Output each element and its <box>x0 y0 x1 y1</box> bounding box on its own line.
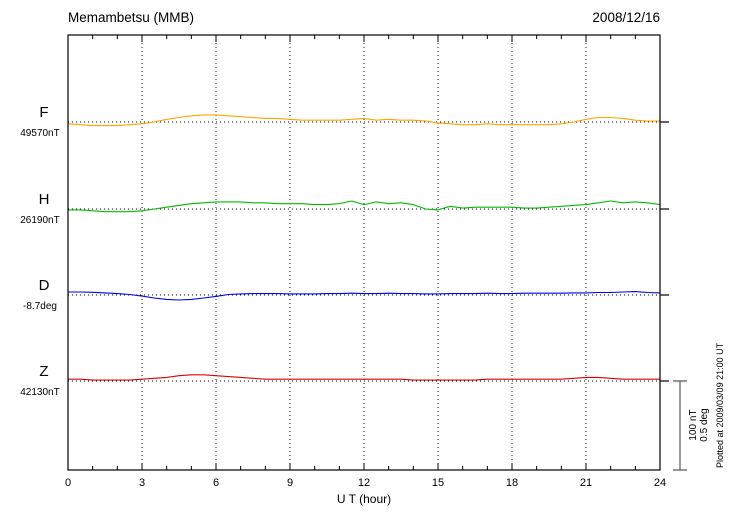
scale-bar: 100 nT 0.5 deg <box>673 380 710 471</box>
x-tick-label: 21 <box>580 477 592 489</box>
plot-frame <box>67 34 661 471</box>
series-base-value-D: -8.7deg <box>23 301 57 312</box>
x-tick-label: 15 <box>432 477 444 489</box>
scale-bar-nt-label: 100 nT <box>688 409 699 440</box>
x-tick-label: 9 <box>287 477 293 489</box>
plotted-at-note: Plotted at 2009/03/09 21:00 UT <box>715 342 725 468</box>
x-axis-title: U T (hour) <box>337 492 391 506</box>
trace-Z <box>68 374 660 381</box>
grid-layer <box>68 35 669 470</box>
trace-layer <box>67 114 661 381</box>
series-base-value-H: 26190nT <box>20 215 59 226</box>
series-base-value-Z: 42130nT <box>20 387 59 398</box>
series-letter-F: F <box>39 104 48 121</box>
trace-D <box>68 291 661 301</box>
series-letter-H: H <box>39 191 50 208</box>
trace-H <box>68 200 661 213</box>
series-letter-Z: Z <box>39 363 48 380</box>
series-base-value-F: 49570nT <box>20 128 59 139</box>
axis-layer: 0 3 6 9 12 15 18 21 24 <box>65 35 666 489</box>
series-label-layer: F 49570nT H 26190nT D -8.7deg Z 42130nT <box>20 104 59 398</box>
scale-bar-deg-label: 0.5 deg <box>699 408 710 441</box>
x-tick-label: 0 <box>65 477 71 489</box>
series-letter-D: D <box>39 277 50 294</box>
date-label: 2008/12/16 <box>592 10 660 25</box>
x-tick-label: 24 <box>654 477 666 489</box>
x-tick-label: 6 <box>213 477 219 489</box>
x-tick-label: 12 <box>358 477 370 489</box>
trace-F <box>67 114 660 127</box>
x-tick-label: 3 <box>139 477 145 489</box>
page-title: Memambetsu (MMB) <box>68 10 194 25</box>
x-tick-label: 18 <box>506 477 518 489</box>
